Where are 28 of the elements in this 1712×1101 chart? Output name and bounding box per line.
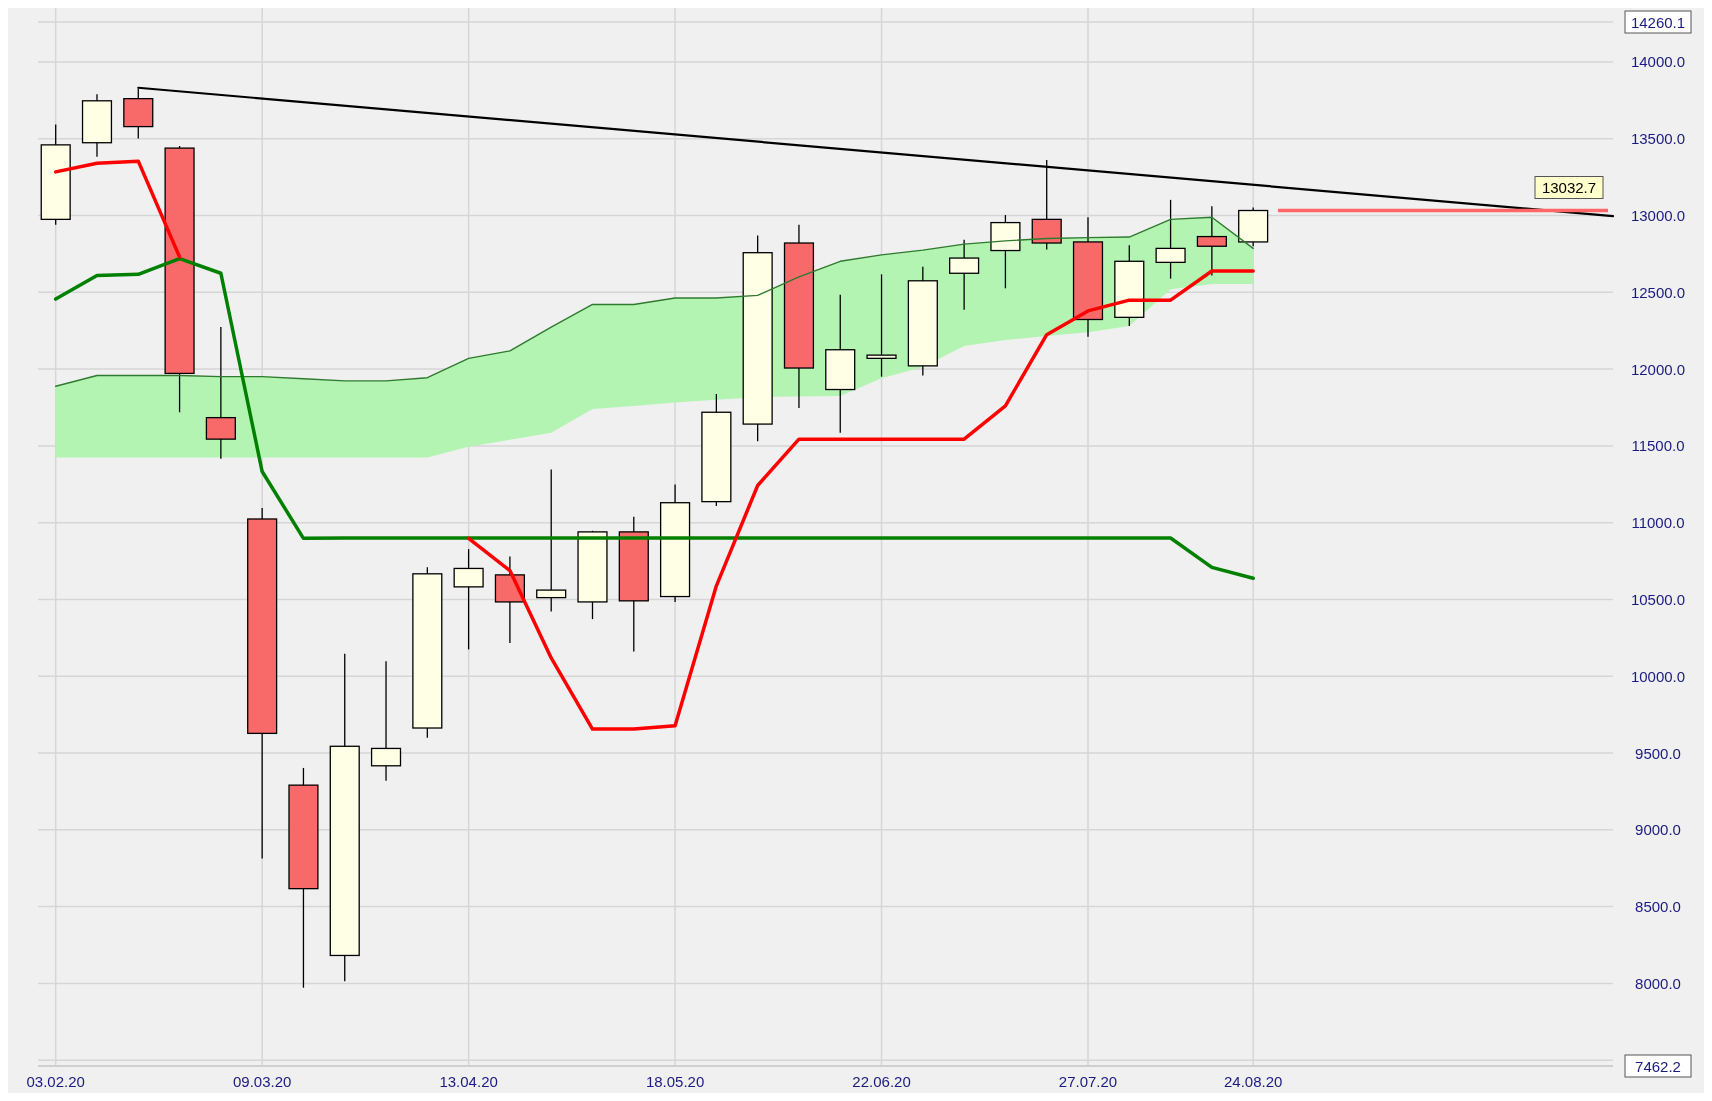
y-tick-label: 13500.0: [1630, 130, 1686, 148]
x-tick-label: 22.06.20: [852, 1073, 911, 1090]
y-tick-label: 9500.0: [1635, 744, 1681, 762]
y-tick-label: 11500.0: [1631, 437, 1685, 455]
y-tick-label: 14000.0: [1630, 53, 1686, 71]
x-tick-label: 09.03.20: [232, 1073, 292, 1090]
x-tick-label: 27.07.20: [1058, 1073, 1118, 1090]
candlestick: [1196, 205, 1227, 277]
y-tick-label: 12500.0: [1630, 283, 1686, 301]
y-tick-label: 9000.0: [1635, 821, 1681, 839]
candlestick: [866, 273, 897, 378]
candlestick: [536, 468, 567, 613]
y-tick-label: 7462.2: [1635, 1057, 1681, 1075]
y-tick-label: 11000.0: [1631, 514, 1685, 532]
line-series: [55, 216, 1254, 387]
y-tick-label: 13000.0: [1630, 207, 1686, 225]
y-tick-label: 8000.0: [1635, 974, 1681, 992]
line-series: [53, 256, 1255, 581]
x-tick-label: 18.05.20: [645, 1073, 705, 1090]
y-tick-label: 14260.1: [1630, 13, 1686, 31]
x-tick-label: 13.04.20: [439, 1073, 498, 1090]
y-tick-label: 12000.0: [1630, 360, 1686, 378]
ref-line-label: 13032.7: [1541, 179, 1597, 196]
x-tick-label: 03.02.20: [26, 1073, 85, 1090]
y-tick-label: 10000.0: [1630, 667, 1686, 685]
x-tick-label: 24.08.20: [1223, 1073, 1283, 1090]
y-tick-label: 8500.0: [1635, 898, 1681, 916]
y-tick-label: 10500.0: [1630, 590, 1686, 608]
